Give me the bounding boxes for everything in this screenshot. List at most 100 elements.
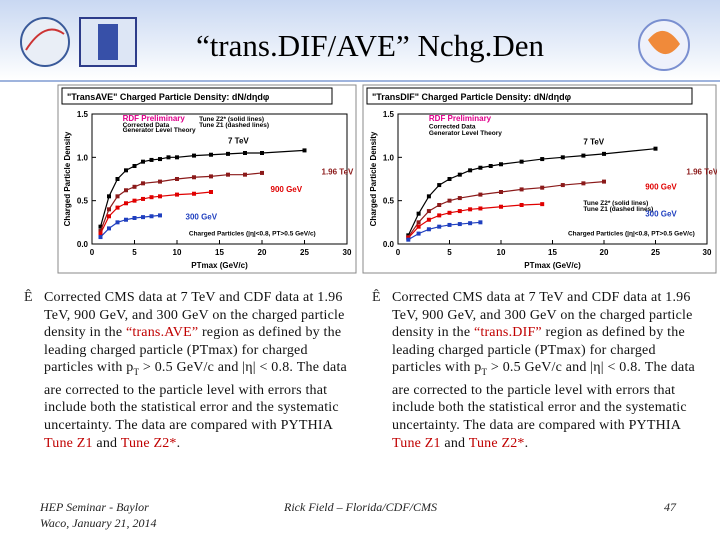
data-point [175, 155, 179, 160]
data-point [488, 164, 493, 168]
data-point [166, 155, 171, 160]
chart-title-box [366, 87, 693, 105]
data-point [124, 168, 128, 173]
y-tick-label: 1.5 [383, 110, 395, 119]
chart-title: "TransAVE" Charged Particle Density: dN/… [67, 92, 270, 102]
text-segment: . [176, 435, 181, 451]
slide-title: “trans.DIF/AVE” Nchg.Den [195, 28, 545, 63]
data-point [115, 220, 120, 225]
data-point [653, 146, 658, 151]
data-point [468, 221, 473, 226]
text-segment: region as defined by the leading charged… [44, 325, 342, 376]
data-point [437, 183, 442, 188]
text-segment: “trans.DIF” [473, 325, 542, 341]
y-tick-label: 1.0 [77, 153, 89, 162]
data-point [581, 153, 586, 158]
data-point [468, 168, 473, 173]
data-point [98, 224, 103, 229]
data-point [115, 205, 120, 210]
data-point [107, 207, 111, 212]
data-point [124, 217, 128, 222]
annotation: RDF Preliminary [429, 114, 492, 123]
data-point [192, 191, 196, 196]
data-point [107, 194, 111, 199]
data-point [457, 196, 462, 201]
data-point [437, 203, 442, 207]
data-point [158, 179, 162, 184]
annotation: Tune Z2* (solid lines) [199, 116, 264, 123]
data-point [141, 181, 145, 186]
uf-logo-mark [648, 30, 680, 55]
data-point [499, 204, 503, 209]
annotation: Tune Z1 (dashed lines) [583, 206, 653, 213]
data-point [416, 211, 421, 216]
logos [20, 17, 690, 71]
annotation: Generator Level Theory [123, 127, 196, 134]
data-point [149, 195, 154, 200]
data-point [447, 210, 452, 215]
text-segment: Tune Z1 [44, 435, 93, 451]
data-point [426, 209, 431, 214]
data-point [416, 224, 421, 229]
data-point [132, 184, 137, 189]
x-tick-label: 30 [343, 248, 352, 257]
data-point [98, 231, 103, 236]
data-point [416, 220, 421, 225]
data-point [519, 187, 524, 192]
data-point [560, 183, 565, 188]
data-point [602, 151, 606, 156]
data-point [226, 172, 230, 177]
data-point [175, 192, 179, 197]
x-tick-label: 0 [396, 248, 401, 257]
data-point [115, 194, 120, 199]
x-tick-label: 5 [447, 248, 452, 257]
bullet-glyph: Ê [372, 290, 381, 305]
series-label: 300 GeV [186, 213, 218, 222]
data-point [478, 165, 483, 170]
y-tick-label: 0.0 [77, 240, 89, 249]
data-point [478, 192, 483, 197]
series-label: 900 GeV [271, 185, 303, 194]
text-segment: and [440, 435, 469, 451]
series-label: 900 GeV [645, 182, 677, 191]
data-point [540, 202, 545, 207]
x-tick-label: 20 [600, 248, 609, 257]
data-point [115, 177, 120, 181]
data-point [158, 157, 162, 162]
data-point [132, 216, 137, 220]
series-line [99, 149, 305, 227]
annotation: RDF Preliminary [123, 114, 186, 123]
text-segment: . [524, 435, 529, 451]
y-axis-label: Charged Particle Density [369, 131, 378, 226]
data-point [141, 196, 145, 201]
data-point [437, 224, 442, 229]
chart: "TransAVE" Charged Particle Density: dN/… [57, 84, 357, 274]
data-point [209, 190, 213, 194]
data-point [141, 215, 145, 220]
data-point [260, 170, 264, 175]
data-point [478, 206, 483, 211]
data-point [426, 217, 431, 222]
data-point [98, 229, 103, 233]
bullet-glyph: Ê [24, 290, 33, 305]
data-point [437, 213, 442, 218]
data-point [468, 207, 473, 212]
cdf-logo-bar [98, 24, 118, 60]
annotation: Charged Particles (|η|<0.8, PT>0.5 GeV/c… [568, 230, 695, 237]
data-point [98, 235, 103, 240]
x-tick-label: 25 [651, 248, 660, 257]
page-number: 47 [664, 500, 676, 514]
chart-title-box [61, 87, 333, 105]
text-segment: “trans.AVE” [125, 325, 199, 341]
x-tick-label: 20 [258, 248, 267, 257]
data-point [107, 214, 111, 219]
text-segment: Tune Z1 [392, 435, 441, 451]
x-tick-label: 25 [300, 248, 309, 257]
series-label: 300 GeV [645, 209, 677, 218]
chart: "TransDIF" Charged Particle Density: dN/… [362, 84, 717, 274]
data-point [426, 227, 431, 232]
y-tick-label: 1.5 [77, 110, 89, 119]
data-point [478, 220, 483, 225]
data-point [416, 231, 421, 236]
chart-title: "TransDIF" Charged Particle Density: dN/… [372, 92, 572, 102]
